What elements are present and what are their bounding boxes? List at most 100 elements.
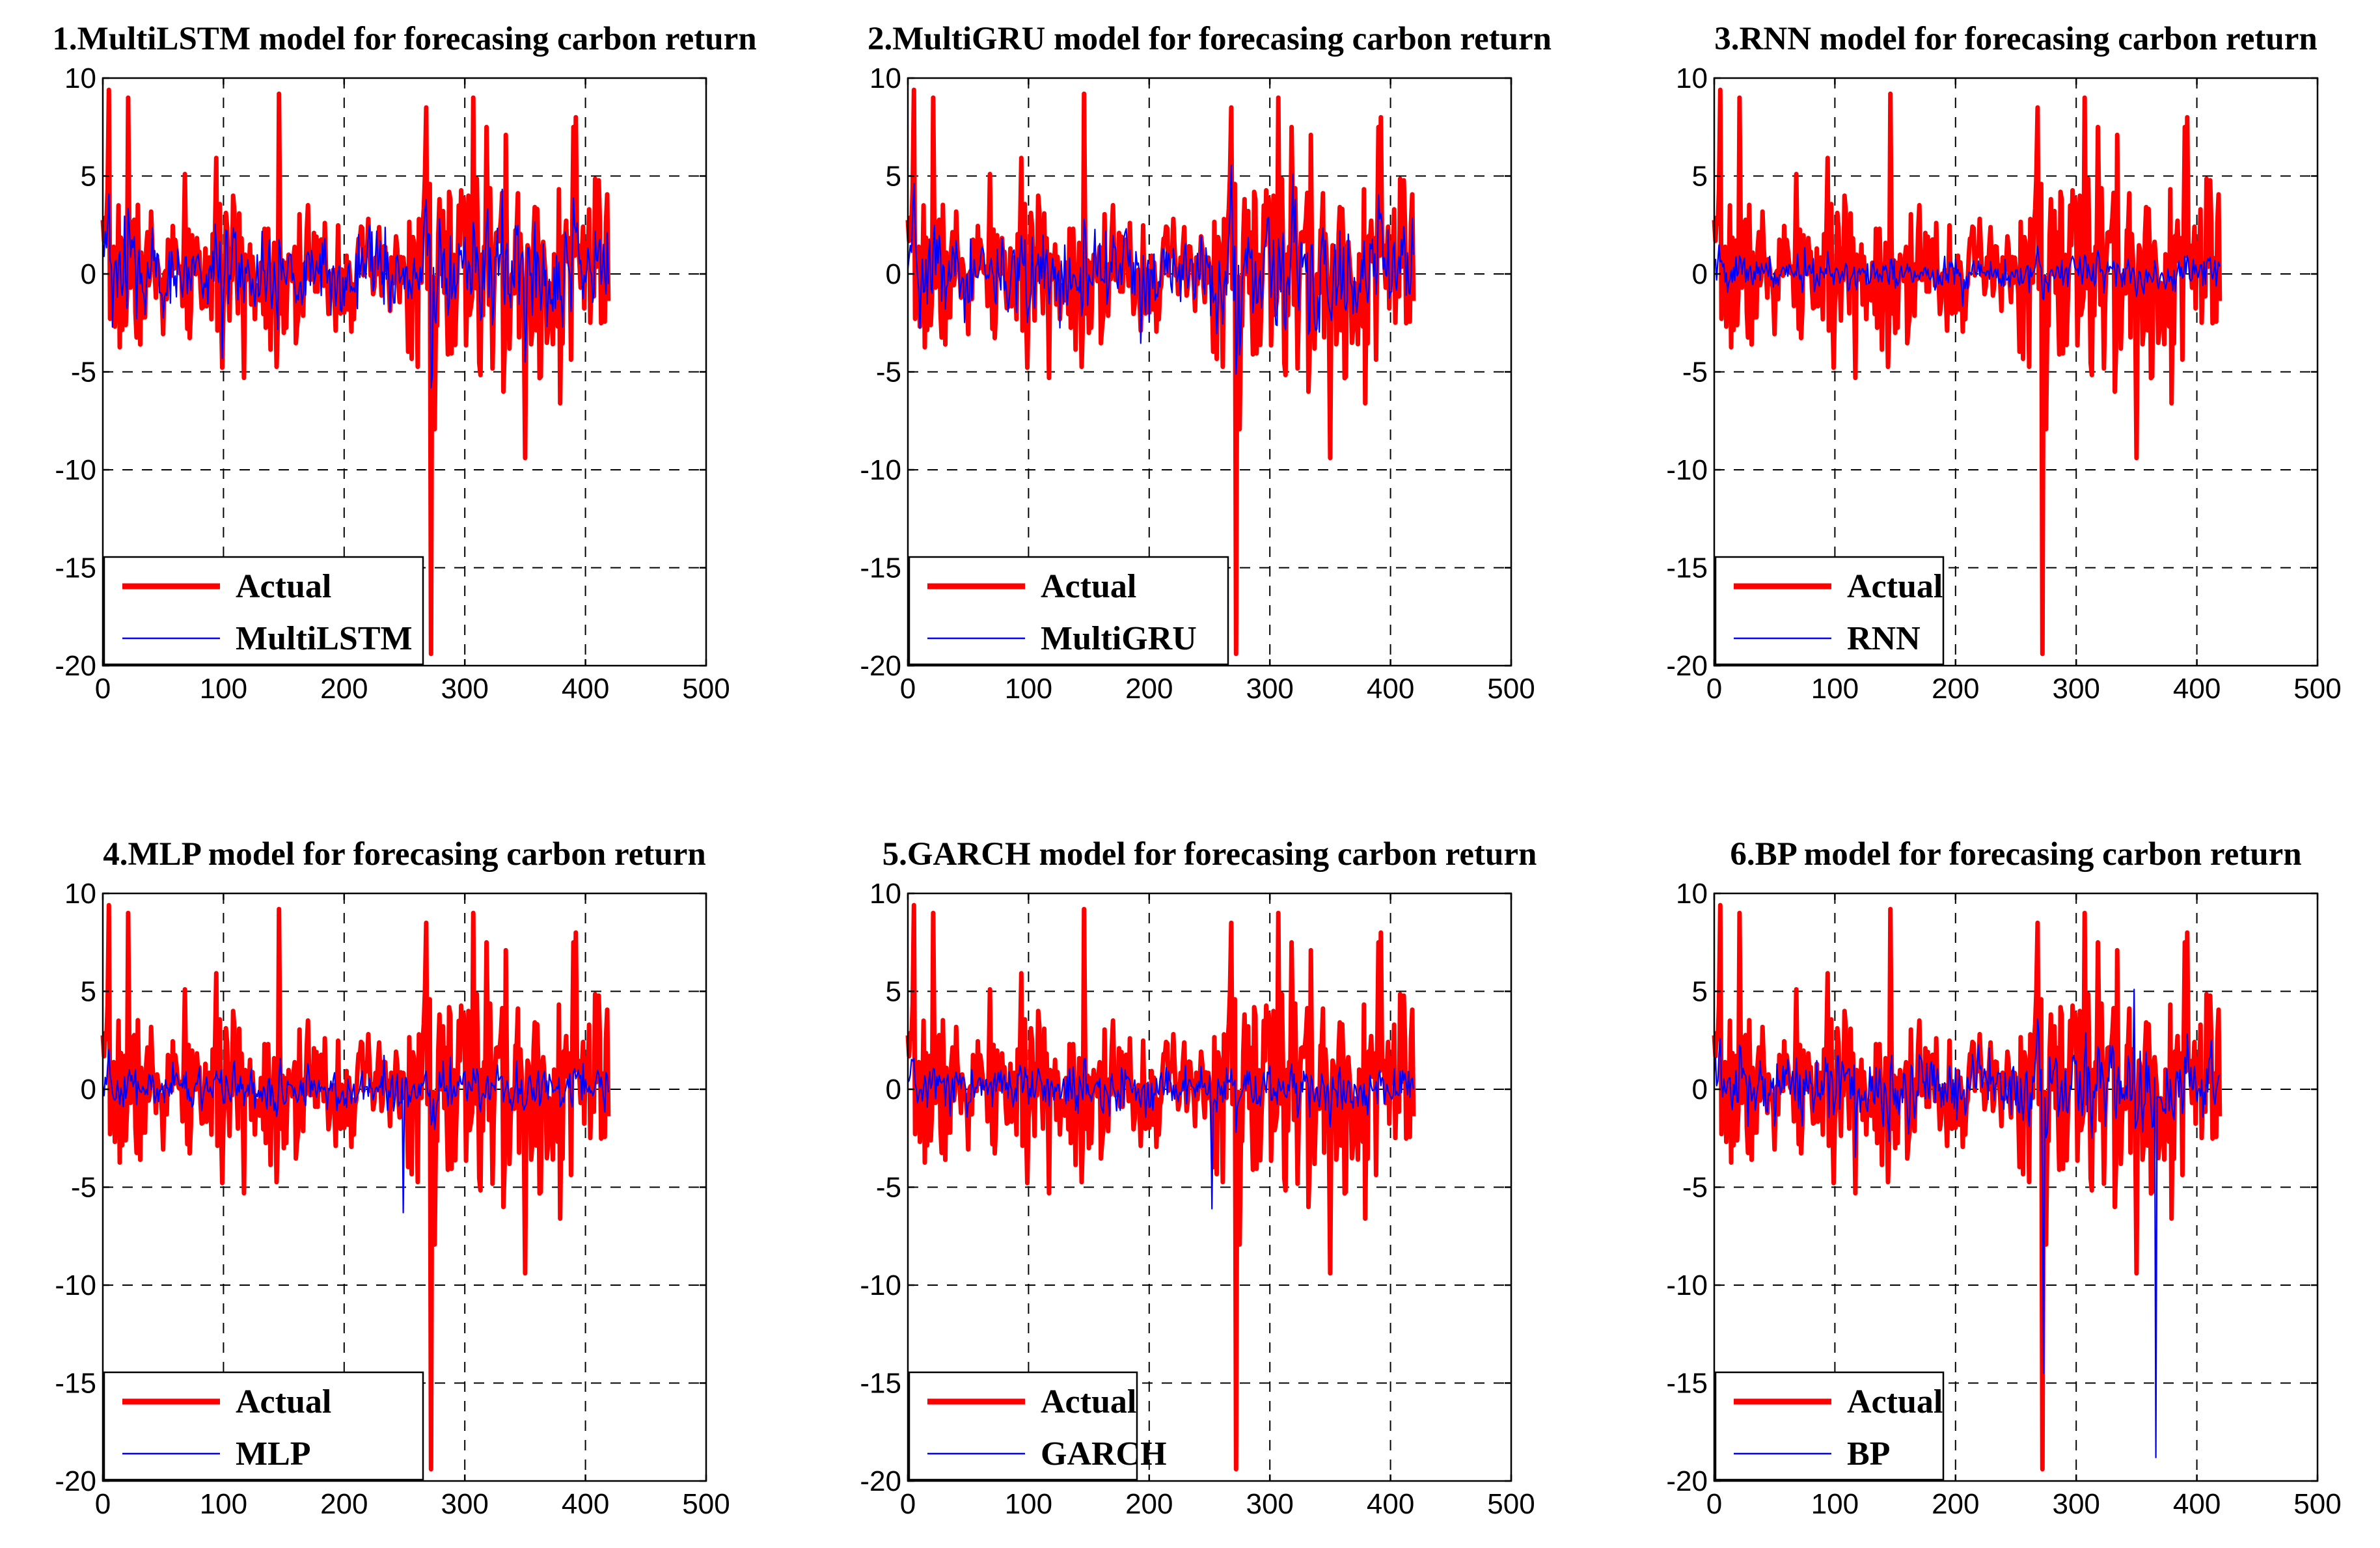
y-tick-label: -5 xyxy=(71,357,96,388)
y-tick-label: -10 xyxy=(1666,454,1708,486)
chart-title: 2.MultiGRU model for forecasing carbon r… xyxy=(868,21,1552,57)
x-tick-label: 200 xyxy=(320,673,368,705)
legend: Actual RNN xyxy=(1714,556,1945,666)
chart-panel-2: 2.MultiGRU model for forecasing carbon r… xyxy=(860,21,1552,705)
legend-box xyxy=(1714,1371,1945,1481)
x-tick-label: 100 xyxy=(1811,1488,1859,1520)
chart-title: 1.MultiLSTM model for forecasing carbon … xyxy=(52,21,756,57)
legend: Actual MLP xyxy=(103,1371,424,1481)
x-tick-label: 500 xyxy=(682,1488,730,1520)
y-tick-label: 10 xyxy=(869,878,901,910)
x-tick-label: 400 xyxy=(2173,1488,2221,1520)
x-tick-label: 100 xyxy=(200,673,247,705)
x-tick-label: 400 xyxy=(562,1488,609,1520)
y-tick-label: -5 xyxy=(1682,1172,1708,1204)
x-tick-label: 400 xyxy=(2173,673,2221,705)
y-tick-label: -20 xyxy=(55,1465,96,1497)
y-tick-label: -20 xyxy=(1666,1465,1708,1497)
x-tick-label: 200 xyxy=(1932,673,1979,705)
x-tick-label: 300 xyxy=(441,1488,488,1520)
x-tick-label: 0 xyxy=(900,1488,916,1520)
y-tick-label: 10 xyxy=(64,62,96,94)
y-tick-label: -15 xyxy=(860,552,901,584)
x-tick-label: 400 xyxy=(1367,673,1414,705)
chart-panel-3: 3.RNN model for forecasing carbon return… xyxy=(1666,21,2341,705)
y-tick-label: -5 xyxy=(1682,357,1708,388)
x-tick-label: 0 xyxy=(1706,673,1722,705)
y-tick-label: 10 xyxy=(869,62,901,94)
y-tick-label: 5 xyxy=(886,976,901,1008)
legend-box xyxy=(908,1371,1138,1481)
series-multigru-line xyxy=(907,164,1414,375)
y-tick-label: 0 xyxy=(81,258,96,290)
chart-title: 5.GARCH model for forecasing carbon retu… xyxy=(882,836,1537,873)
x-tick-label: 0 xyxy=(95,673,111,705)
legend: Actual MultiLSTM xyxy=(103,556,424,666)
y-tick-label: -10 xyxy=(55,454,96,486)
y-tick-label: -5 xyxy=(876,1172,901,1204)
y-tick-label: 5 xyxy=(886,161,901,193)
x-tick-label: 100 xyxy=(1005,673,1052,705)
x-tick-label: 300 xyxy=(2052,1488,2100,1520)
x-tick-label: 200 xyxy=(320,1488,368,1520)
series-rnn-line xyxy=(1713,244,2221,307)
x-tick-label: 300 xyxy=(2052,673,2100,705)
y-tick-label: -20 xyxy=(55,650,96,682)
y-tick-label: 5 xyxy=(81,161,96,193)
x-tick-label: 100 xyxy=(1811,673,1859,705)
legend-label-multilstm: MultiLSTM xyxy=(236,620,413,657)
x-tick-label: 400 xyxy=(562,673,609,705)
y-tick-label: 5 xyxy=(81,976,96,1008)
chart-panel-1: 1.MultiLSTM model for forecasing carbon … xyxy=(52,21,756,705)
y-tick-label: -5 xyxy=(876,357,901,388)
legend-label-rnn: RNN xyxy=(1847,620,1921,657)
y-tick-label: -10 xyxy=(860,454,901,486)
y-tick-label: 0 xyxy=(886,1074,901,1106)
chart-title: 4.MLP model for forecasing carbon return xyxy=(103,836,705,873)
x-tick-label: 300 xyxy=(1246,1488,1293,1520)
legend-label-multigru: MultiGRU xyxy=(1041,620,1197,657)
chart-panel-4: 4.MLP model for forecasing carbon return… xyxy=(55,836,730,1520)
y-tick-label: 10 xyxy=(1676,62,1708,94)
legend-box xyxy=(103,1371,424,1481)
x-tick-label: 200 xyxy=(1125,673,1173,705)
chart-panel-6: 6.BP model for forecasing carbon return 0… xyxy=(1666,836,2341,1520)
x-tick-label: 500 xyxy=(2293,1488,2341,1520)
x-tick-label: 300 xyxy=(1246,673,1293,705)
x-tick-label: 100 xyxy=(200,1488,247,1520)
x-tick-label: 500 xyxy=(2293,673,2341,705)
x-tick-label: 200 xyxy=(1932,1488,1979,1520)
y-tick-label: 10 xyxy=(64,878,96,910)
y-tick-label: -10 xyxy=(1666,1270,1708,1301)
y-tick-label: 0 xyxy=(81,1074,96,1106)
y-tick-label: -15 xyxy=(1666,1368,1708,1400)
legend: Actual BP xyxy=(1714,1371,1945,1481)
series-mlp-line xyxy=(102,1049,609,1214)
legend-label-actual: Actual xyxy=(1847,1383,1943,1420)
x-tick-label: 200 xyxy=(1125,1488,1173,1520)
legend-label-actual: Actual xyxy=(1847,568,1943,605)
y-tick-label: -20 xyxy=(860,1465,901,1497)
y-tick-label: -20 xyxy=(1666,650,1708,682)
x-tick-label: 100 xyxy=(1005,1488,1052,1520)
legend-label-bp: BP xyxy=(1847,1435,1890,1473)
y-tick-label: 0 xyxy=(1692,1074,1708,1106)
y-tick-label: -5 xyxy=(71,1172,96,1204)
x-tick-label: 0 xyxy=(95,1488,111,1520)
y-tick-label: 0 xyxy=(886,258,901,290)
legend-label-garch: GARCH xyxy=(1041,1435,1167,1473)
y-tick-label: 5 xyxy=(1692,976,1708,1008)
y-tick-label: -10 xyxy=(55,1270,96,1301)
y-tick-label: 0 xyxy=(1692,258,1708,290)
legend-box xyxy=(908,556,1229,666)
x-tick-label: 0 xyxy=(900,673,916,705)
legend-label-actual: Actual xyxy=(236,568,331,605)
y-tick-label: -15 xyxy=(55,1368,96,1400)
y-tick-label: -15 xyxy=(1666,552,1708,584)
legend-box xyxy=(103,556,424,666)
legend-label-mlp: MLP xyxy=(236,1435,311,1473)
y-tick-label: -10 xyxy=(860,1270,901,1301)
x-tick-label: 300 xyxy=(441,673,488,705)
chart-title: 3.RNN model for forecasing carbon return xyxy=(1714,21,2317,57)
